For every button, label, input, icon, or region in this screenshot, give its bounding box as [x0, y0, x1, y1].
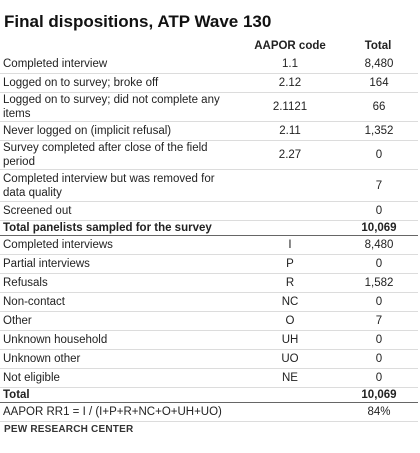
row-label: Refusals — [0, 273, 240, 293]
row-label: Unknown other — [0, 349, 240, 369]
row-total: 10,069 — [340, 220, 418, 236]
table-row: Completed interviews I 8,480 — [0, 235, 418, 255]
row-total: 10,069 — [340, 387, 418, 403]
row-total: 0 — [340, 292, 418, 312]
row-total: 1,582 — [340, 273, 418, 293]
row-total: 0 — [340, 368, 418, 388]
table-row: Other O 7 — [0, 311, 418, 331]
row-label: Other — [0, 311, 240, 331]
table-row: Unknown household UH 0 — [0, 330, 418, 350]
row-aapor-code: R — [240, 273, 340, 293]
row-aapor-code: NE — [240, 368, 340, 388]
row-total: 1,352 — [340, 121, 418, 141]
row-aapor-code: NC — [240, 292, 340, 312]
row-label: Screened out — [0, 201, 240, 221]
row-label: Not eligible — [0, 368, 240, 388]
row-total: 84% — [340, 402, 418, 422]
source-credit: PEW RESEARCH CENTER — [4, 424, 134, 435]
row-label: Logged on to survey; did not complete an… — [0, 92, 240, 122]
row-aapor-code — [240, 387, 340, 403]
table-row: Unknown other UO 0 — [0, 349, 418, 369]
row-aapor-code: I — [240, 235, 340, 255]
table-row: Never logged on (implicit refusal) 2.11 1,… — [0, 121, 418, 141]
row-total: 7 — [340, 169, 418, 202]
row-label: Completed interview — [0, 55, 240, 74]
row-total: 0 — [340, 201, 418, 221]
table-row: Non-contact NC 0 — [0, 292, 418, 312]
row-aapor-code: 1.1 — [240, 55, 340, 74]
row-total: 66 — [340, 92, 418, 122]
row-label: AAPOR RR1 = I / (I+P+R+NC+O+UH+UO) — [0, 402, 240, 422]
column-header-total: Total — [364, 40, 392, 52]
row-label: Partial interviews — [0, 254, 240, 274]
row-total: 7 — [340, 311, 418, 331]
row-label: Total panelists sampled for the survey — [0, 220, 240, 236]
table-row: Refusals R 1,582 — [0, 273, 418, 293]
row-aapor-code — [240, 220, 340, 236]
table-total-row: Total 10,069 — [0, 387, 418, 403]
row-label: Unknown household — [0, 330, 240, 350]
row-aapor-code — [240, 169, 340, 202]
row-total: 0 — [340, 140, 418, 170]
row-total: 164 — [340, 73, 418, 93]
page-title: Final dispositions, ATP Wave 130 — [4, 12, 272, 31]
row-total: 0 — [340, 330, 418, 350]
row-label: Completed interviews — [0, 235, 240, 255]
row-aapor-code: 2.27 — [240, 140, 340, 170]
row-label: Survey completed after close of the fiel… — [0, 140, 240, 170]
row-total: 8,480 — [340, 235, 418, 255]
row-aapor-code: O — [240, 311, 340, 331]
row-aapor-code — [240, 402, 340, 422]
row-label: Logged on to survey; broke off — [0, 73, 240, 93]
row-aapor-code: UO — [240, 349, 340, 369]
row-total: 0 — [340, 254, 418, 274]
row-label: Total — [0, 387, 240, 403]
table-row: Logged on to survey; did not complete an… — [0, 92, 418, 122]
row-aapor-code — [240, 201, 340, 221]
table-row: Logged on to survey; broke off 2.12 164 — [0, 73, 418, 93]
row-aapor-code: UH — [240, 330, 340, 350]
table-row: Completed interview but was removed for … — [0, 169, 418, 202]
table-row: Partial interviews P 0 — [0, 254, 418, 274]
table-body: Completed interview 1.1 8,480 Logged on to … — [0, 55, 418, 422]
table-row: Survey completed after close of the fiel… — [0, 140, 418, 170]
row-total: 0 — [340, 349, 418, 369]
row-aapor-code: P — [240, 254, 340, 274]
row-total: 8,480 — [340, 55, 418, 74]
column-header-aapor-code: AAPOR code — [254, 40, 326, 52]
table-row: Screened out 0 — [0, 201, 418, 221]
dispositions-table: Completed interview 1.1 8,480 Logged on to … — [0, 55, 418, 422]
row-aapor-code: 2.11 — [240, 121, 340, 141]
row-label: Non-contact — [0, 292, 240, 312]
table-row: Not eligible NE 0 — [0, 368, 418, 388]
row-aapor-code: 2.1121 — [240, 92, 340, 122]
table-row: AAPOR RR1 = I / (I+P+R+NC+O+UH+UO) 84% — [0, 402, 418, 422]
row-aapor-code: 2.12 — [240, 73, 340, 93]
table-total-row: Total panelists sampled for the survey 10… — [0, 220, 418, 236]
row-label: Never logged on (implicit refusal) — [0, 121, 240, 141]
row-label: Completed interview but was removed for … — [0, 169, 240, 202]
table-row: Completed interview 1.1 8,480 — [0, 55, 418, 74]
